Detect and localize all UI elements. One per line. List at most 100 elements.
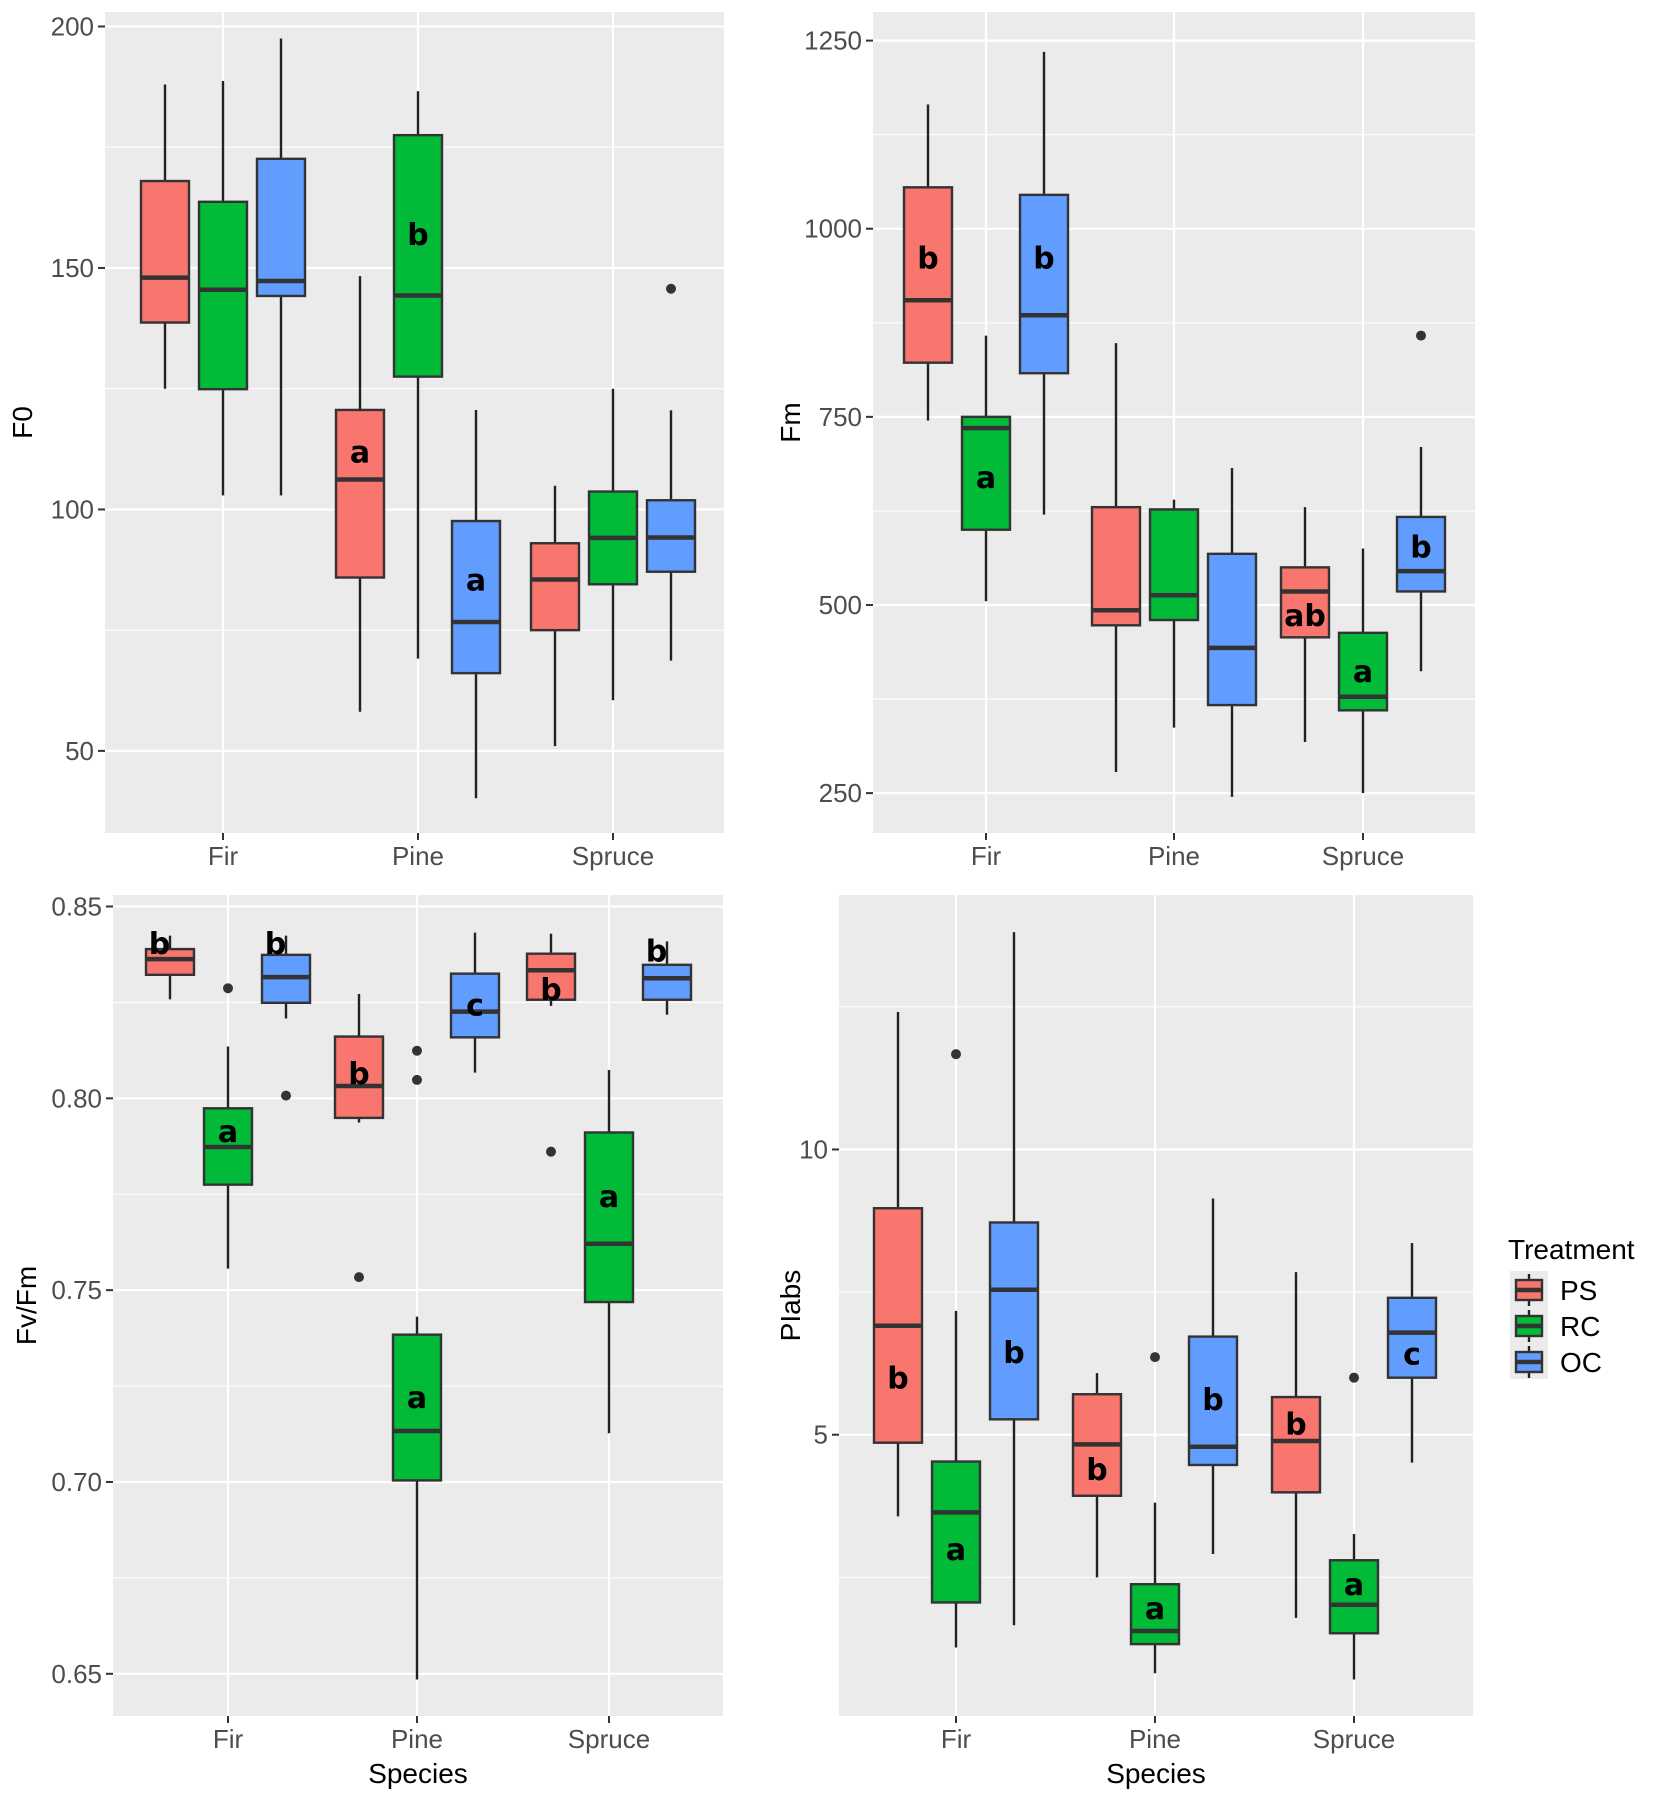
iqr-box xyxy=(1395,515,1447,593)
legend-item-rc: RC xyxy=(1514,1310,1600,1342)
box-rc-fir: a xyxy=(930,1049,982,1648)
box-ps-pine: b xyxy=(1071,1373,1123,1578)
significance-letter: b xyxy=(265,927,286,962)
significance-letter: a xyxy=(350,435,370,470)
panel-fvfm: 0.65 0.70 0.75 0.80 0.85 Fir Pine Spruce Fv/Fm Sp… xyxy=(11,892,723,1789)
y-tick-label: 0.70 xyxy=(51,1467,102,1497)
iqr-box xyxy=(1206,552,1258,707)
legend-title: Treatment xyxy=(1508,1234,1635,1265)
x-tick-label: Spruce xyxy=(572,841,654,871)
x-tick-label: Pine xyxy=(391,1724,443,1754)
outlier-point xyxy=(951,1049,961,1060)
significance-letter: b xyxy=(407,218,428,253)
y-tick-label: 10 xyxy=(799,1134,828,1164)
significance-letter: a xyxy=(218,1115,238,1150)
significance-letter: b xyxy=(887,1362,908,1397)
iqr-box xyxy=(334,408,386,579)
box-rc-fir: a xyxy=(960,335,1012,602)
x-tick-label: Pine xyxy=(392,841,444,871)
iqr-box xyxy=(139,179,191,324)
iqr-box xyxy=(641,963,693,1001)
box-ps-spruce: b xyxy=(1270,1272,1322,1618)
significance-letter: a xyxy=(599,1180,619,1215)
outlier-point xyxy=(1416,330,1426,341)
y-axis-title: PIabs xyxy=(775,1270,806,1342)
y-tick-label: 0.85 xyxy=(51,892,102,922)
outlier-point xyxy=(223,983,233,994)
x-tick-label: Spruce xyxy=(1313,1724,1395,1754)
significance-letter: b xyxy=(149,927,170,962)
iqr-box xyxy=(1187,1335,1239,1467)
significance-letter: a xyxy=(407,1381,427,1416)
iqr-box xyxy=(1386,1296,1438,1379)
box-ps-fir xyxy=(139,84,191,389)
box-rc-spruce: a xyxy=(1337,548,1389,794)
legend-label: PS xyxy=(1560,1275,1597,1306)
y-tick-label: 5 xyxy=(814,1420,828,1450)
y-axis-title: Fv/Fm xyxy=(11,1266,42,1345)
box-rc-spruce xyxy=(587,388,639,701)
box-rc-pine: a xyxy=(1129,1352,1181,1674)
panel-f0: 50 100 150 200 Fir Pine Spruce F0 a b a xyxy=(7,11,724,871)
y-tick-label: 0.75 xyxy=(51,1275,102,1305)
significance-letter: b xyxy=(1033,241,1054,276)
box-rc-spruce: a xyxy=(583,1069,635,1434)
significance-letter: b xyxy=(1086,1453,1107,1488)
x-tick-label: Pine xyxy=(1129,1724,1181,1754)
y-tick-label: 150 xyxy=(51,253,94,283)
significance-letter: b xyxy=(646,935,667,970)
box-oc-fir: b xyxy=(260,927,312,1101)
iqr-box xyxy=(1148,508,1200,622)
iqr-box xyxy=(1018,193,1070,375)
significance-letter: b xyxy=(1202,1383,1223,1418)
box-oc-pine: c xyxy=(449,932,501,1073)
significance-letter: b xyxy=(1285,1407,1306,1442)
iqr-box xyxy=(960,415,1012,531)
x-tick-label: Pine xyxy=(1148,841,1200,871)
iqr-box xyxy=(583,1131,635,1304)
box-oc-fir: b xyxy=(988,932,1040,1626)
legend: Treatment PS RC OC xyxy=(1508,1234,1635,1379)
x-axis-title: Species xyxy=(368,1758,468,1789)
iqr-box xyxy=(449,972,501,1039)
y-tick-label: 1250 xyxy=(804,26,862,56)
iqr-box xyxy=(1129,1583,1181,1646)
significance-letter: a xyxy=(466,563,486,598)
box-ps-spruce: b xyxy=(525,933,577,1157)
significance-letter: a xyxy=(1353,655,1373,690)
legend-label: RC xyxy=(1560,1311,1600,1342)
box-ps-pine: b xyxy=(333,993,385,1283)
box-rc-spruce: a xyxy=(1328,1372,1380,1680)
box-rc-fir: a xyxy=(202,983,254,1269)
box-oc-fir: b xyxy=(1018,51,1070,515)
box-oc-spruce: b xyxy=(641,935,693,1015)
iqr-box xyxy=(988,1221,1040,1421)
significance-letter: a xyxy=(1344,1568,1364,1603)
legend-label: OC xyxy=(1560,1347,1602,1378)
y-tick-label: 100 xyxy=(51,494,94,524)
box-oc-pine xyxy=(1206,468,1258,797)
outlier-point xyxy=(666,283,676,294)
box-oc-pine: a xyxy=(450,409,502,799)
y-tick-label: 750 xyxy=(819,402,862,432)
box-rc-pine xyxy=(1148,499,1200,728)
iqr-box xyxy=(1090,505,1142,627)
significance-letter: b xyxy=(1410,530,1431,565)
outlier-point xyxy=(546,1146,556,1157)
x-axis-title: Species xyxy=(1106,1758,1206,1789)
panel-piabs: 5 10 Fir Pine Spruce PIabs Species b b b a a a b b c xyxy=(775,895,1473,1789)
y-tick-label: 250 xyxy=(819,778,862,808)
iqr-box xyxy=(391,1333,443,1482)
x-tick-label: Fir xyxy=(208,841,239,871)
significance-letter: ab xyxy=(1284,599,1326,634)
x-tick-label: Fir xyxy=(941,1724,972,1754)
outlier-point xyxy=(281,1090,291,1101)
iqr-box xyxy=(529,542,581,632)
x-tick-label: Spruce xyxy=(568,1724,650,1754)
iqr-box xyxy=(333,1035,385,1120)
box-ps-spruce: ab xyxy=(1279,507,1331,742)
outlier-point xyxy=(412,1045,422,1056)
outlier-point xyxy=(354,1272,364,1283)
legend-item-oc: OC xyxy=(1514,1346,1602,1378)
